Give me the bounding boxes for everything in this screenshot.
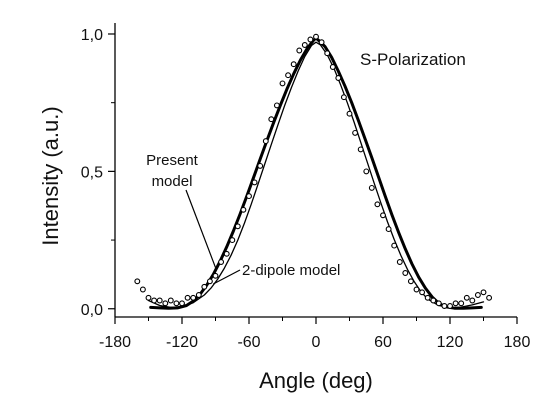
data-point-61: [474, 292, 481, 298]
data-point-59: [463, 294, 470, 301]
data-point-55: [441, 303, 448, 309]
two-dipole-model-pointer: [212, 269, 241, 285]
data-point-9: [184, 294, 191, 301]
data-point-37: [340, 94, 347, 101]
data-point-56: [447, 303, 453, 309]
x-tick-label-5: 120: [437, 334, 464, 351]
annotation-present-label: Present: [146, 152, 199, 169]
annotation-pointers: [185, 189, 241, 285]
data-point-41: [363, 168, 370, 175]
data-point-33: [318, 39, 325, 46]
data-point-51: [419, 289, 426, 296]
series-layer: [134, 33, 493, 310]
data-point-60: [469, 297, 476, 304]
data-point-13: [206, 278, 213, 285]
data-point-23: [262, 138, 269, 145]
data-point-3: [151, 297, 158, 304]
present-model-pointer: [185, 189, 217, 268]
data-point-28: [290, 61, 297, 68]
series-line-2-dipole-model: [147, 41, 485, 309]
data-point-29: [296, 47, 303, 54]
y-axis-label: Intensity (a.u.): [38, 106, 63, 245]
annotation-s-polarization: S-Polarization: [360, 50, 466, 69]
x-axis-ticks: -180 -120 -60 0 60 120 180: [99, 317, 530, 351]
data-point-19: [240, 206, 247, 213]
data-point-57: [452, 300, 459, 307]
data-point-54: [435, 300, 442, 307]
data-point-25: [273, 102, 280, 109]
data-point-36: [335, 75, 342, 81]
y-axis-ticks: 0,0 0,5 1,0: [81, 27, 115, 319]
data-point-30: [301, 42, 308, 48]
y-tick-label-0: 0,0: [81, 302, 103, 319]
x-tick-label-4: 60: [374, 334, 392, 351]
data-point-8: [179, 300, 185, 307]
data-point-14: [212, 272, 219, 279]
data-point-42: [368, 184, 375, 191]
data-point-52: [424, 294, 431, 301]
data-point-16: [223, 250, 230, 257]
data-point-45: [385, 226, 392, 233]
data-point-0: [134, 278, 141, 285]
data-point-46: [391, 242, 398, 249]
x-tick-label-3: 0: [312, 334, 321, 351]
data-point-31: [307, 36, 314, 43]
data-point-43: [374, 201, 381, 208]
data-point-35: [329, 64, 336, 70]
data-point-50: [413, 286, 420, 293]
data-point-32: [313, 33, 319, 40]
data-point-21: [251, 179, 258, 186]
data-point-39: [352, 129, 359, 136]
data-point-63: [486, 294, 493, 301]
data-point-62: [480, 289, 487, 296]
data-point-27: [285, 72, 292, 79]
annotation-model-label: model: [152, 173, 193, 190]
data-point-58: [458, 300, 465, 307]
x-tick-label-1: -120: [166, 334, 198, 351]
data-point-22: [257, 162, 264, 169]
x-tick-label-2: -60: [237, 334, 260, 351]
data-point-10: [190, 294, 197, 301]
y-tick-label-2: 1,0: [81, 27, 103, 44]
data-point-49: [407, 278, 414, 285]
data-point-40: [357, 146, 364, 153]
annotation-2-dipole-label: 2-dipole model: [242, 262, 340, 279]
data-point-18: [234, 223, 241, 230]
data-point-17: [229, 237, 236, 244]
data-point-48: [402, 270, 409, 276]
x-axis-label: Angle (deg): [259, 368, 373, 393]
data-point-20: [246, 193, 252, 200]
data-point-12: [201, 283, 208, 290]
data-point-47: [396, 259, 403, 265]
x-tick-label-6: 180: [504, 334, 531, 351]
data-point-4: [156, 297, 163, 304]
data-point-53: [430, 297, 437, 304]
x-tick-label-0: -180: [99, 334, 131, 351]
y-tick-label-1: 0,5: [81, 164, 103, 181]
data-point-24: [268, 116, 275, 123]
data-point-5: [162, 300, 169, 307]
data-point-11: [195, 292, 202, 298]
data-point-1: [139, 286, 146, 293]
data-point-44: [380, 212, 386, 219]
data-point-26: [279, 80, 286, 87]
data-point-38: [346, 110, 353, 117]
data-point-15: [218, 259, 225, 265]
data-point-34: [324, 50, 331, 57]
data-point-6: [167, 297, 174, 304]
data-point-7: [173, 300, 180, 307]
data-point-2: [145, 294, 152, 301]
